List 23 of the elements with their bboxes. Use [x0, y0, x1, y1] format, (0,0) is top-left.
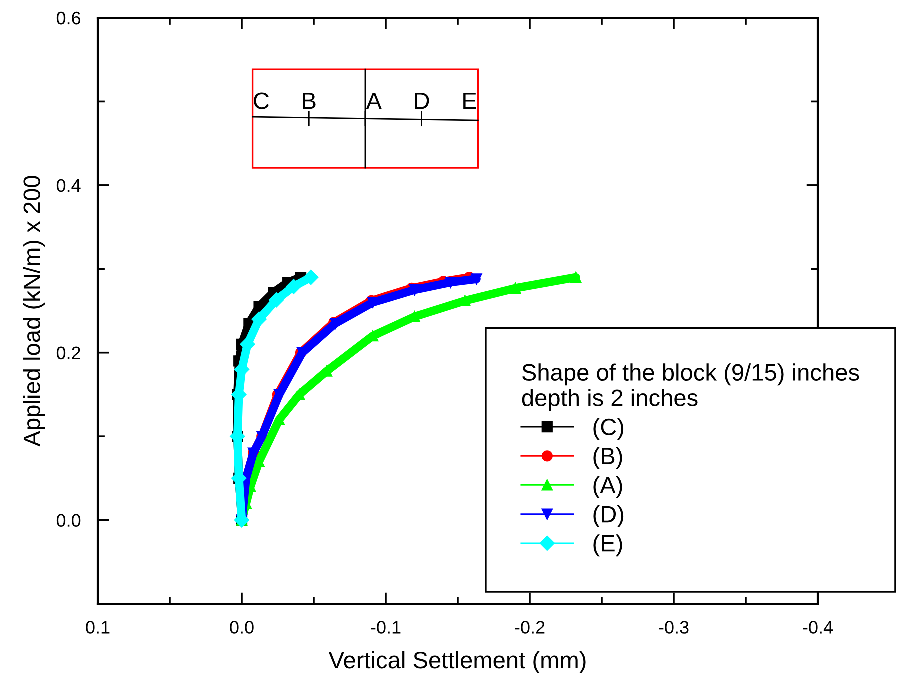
y-tick-label: 0.4	[56, 179, 81, 192]
y-axis-title: Applied load (kN/m) x 200	[23, 176, 46, 447]
x-tick-label: -0.2	[515, 621, 545, 634]
annotation: A	[366, 92, 382, 110]
legend-label: (E)	[594, 534, 622, 557]
x-tick-label: 0.0	[230, 621, 254, 634]
legend-label: (D)	[594, 505, 624, 528]
legend-title: Shape of the block (9/15) inches depth is 2 inches	[522, 364, 860, 412]
y-tick-label: 0.2	[56, 346, 80, 360]
y-tick-label: 0.0	[56, 514, 81, 528]
x-tick-label: -0.1	[371, 621, 401, 634]
x-tick-label: -0.4	[803, 621, 834, 634]
annotation: B	[303, 92, 316, 110]
x-tick-label: -0.3	[659, 621, 689, 634]
annotation: E	[464, 92, 476, 110]
annotation: C	[254, 92, 270, 110]
annotation: D	[415, 92, 430, 110]
y-tick-label: 0.6	[56, 12, 81, 25]
legend-label: (B)	[594, 447, 622, 470]
x-tick-label: 0.1	[86, 621, 110, 634]
x-axis-title: Vertical Settlement (mm)	[328, 651, 586, 674]
legend-label: (A)	[594, 476, 622, 498]
legend-label: (C)	[594, 418, 624, 440]
